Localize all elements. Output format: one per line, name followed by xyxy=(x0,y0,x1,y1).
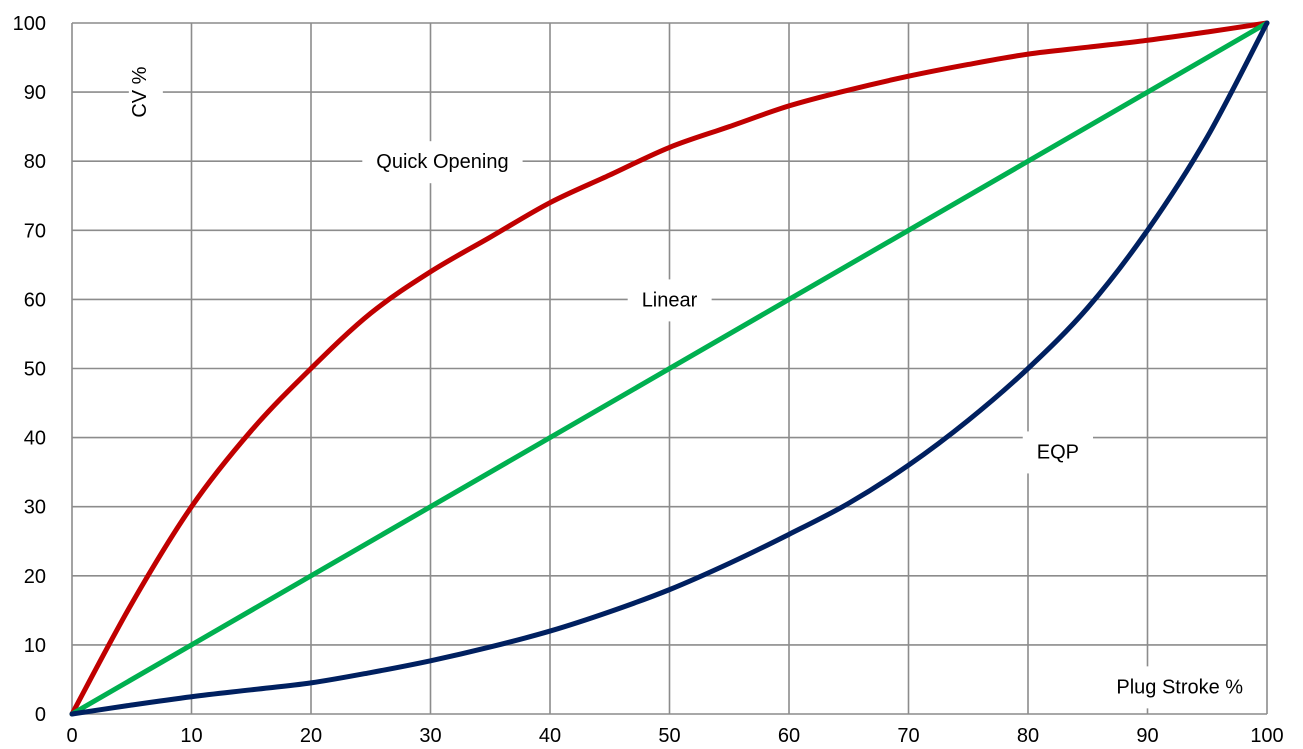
y-tick-label: 60 xyxy=(24,289,46,311)
x-tick-label: 60 xyxy=(778,725,800,747)
annotation-label: Plug Stroke % xyxy=(1102,666,1258,709)
y-tick-label: 70 xyxy=(24,220,46,242)
x-tick-label: 90 xyxy=(1136,725,1158,747)
annotation-background xyxy=(1022,431,1093,474)
annotation-text: Quick Opening xyxy=(376,151,508,173)
y-tick-label: 100 xyxy=(13,13,46,35)
annotation-label: Linear xyxy=(627,279,712,322)
x-tick-label: 80 xyxy=(1017,725,1039,747)
x-tick-label: 50 xyxy=(658,725,680,747)
y-tick-label: 50 xyxy=(24,359,46,381)
annotation-label: CV % xyxy=(128,52,163,132)
annotation-text: Plug Stroke % xyxy=(1116,676,1243,698)
x-tick-label: 30 xyxy=(419,725,441,747)
x-tick-label: 0 xyxy=(66,725,77,747)
y-tick-label: 80 xyxy=(24,151,46,173)
annotation-background xyxy=(1102,666,1258,709)
x-tick-label: 20 xyxy=(300,725,322,747)
y-tick-label: 20 xyxy=(24,566,46,588)
y-tick-label: 90 xyxy=(24,82,46,104)
annotation-label: EQP xyxy=(1022,431,1093,474)
series-line-eqp xyxy=(69,20,1270,717)
x-tick-label: 10 xyxy=(180,725,202,747)
series-line-linear xyxy=(69,20,1270,717)
annotation-text: EQP xyxy=(1037,441,1079,463)
annotation-background xyxy=(128,52,163,132)
y-tick-label: 30 xyxy=(24,497,46,519)
annotation-background xyxy=(627,279,712,322)
annotation-background xyxy=(362,141,523,184)
y-tick-label: 10 xyxy=(24,635,46,657)
y-tick-label: 0 xyxy=(35,704,46,726)
annotation-text: CV % xyxy=(129,66,151,117)
annotation-text: Linear xyxy=(642,289,698,311)
y-tick-label: 40 xyxy=(24,428,46,450)
annotation-label: Quick Opening xyxy=(362,141,523,184)
x-tick-label: 40 xyxy=(539,725,561,747)
series-line-quick-opening xyxy=(69,20,1270,717)
x-tick-label: 70 xyxy=(897,725,919,747)
x-tick-label: 100 xyxy=(1250,725,1283,747)
